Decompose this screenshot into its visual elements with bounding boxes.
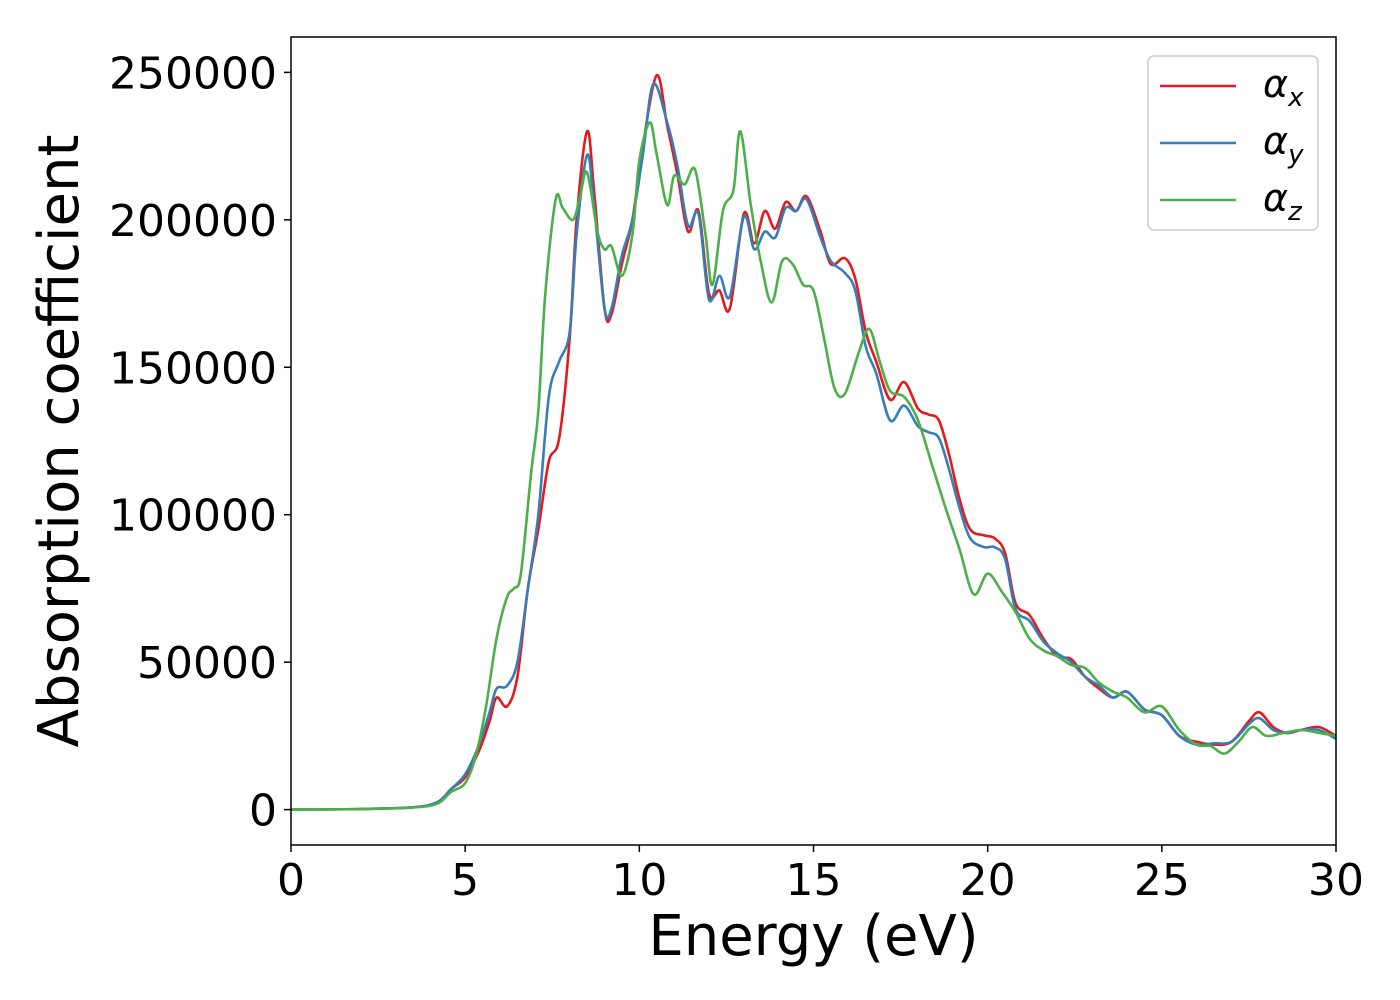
y-axis-label: Absorption coefficient (27, 135, 92, 748)
x-tick-label: 30 (1308, 855, 1364, 906)
legend: αx αy αz (1147, 55, 1319, 231)
plot-lines (290, 73, 1337, 811)
x-tick-label: 10 (611, 855, 667, 906)
y-tick-label: 0 (249, 786, 277, 837)
legend-label-alpha-z: αz (1263, 176, 1303, 227)
y-tick-label: 200000 (109, 196, 277, 247)
series-line-alpha-y (290, 82, 1337, 811)
x-tick-label: 15 (786, 855, 842, 906)
y-tick-label: 100000 (109, 491, 277, 542)
x-axis-ticks: 0 5 10 15 20 25 30 (277, 845, 1364, 906)
legend-label-alpha-x: αx (1263, 62, 1304, 113)
y-tick-label: 250000 (109, 48, 277, 99)
y-tick-label: 50000 (137, 638, 277, 689)
y-axis-ticks: 0 50000 100000 150000 200000 250000 (109, 48, 291, 837)
x-tick-label: 20 (960, 855, 1016, 906)
series-line-alpha-z (290, 121, 1337, 811)
x-tick-label: 0 (277, 855, 305, 906)
x-tick-label: 25 (1134, 855, 1190, 906)
legend-label-alpha-y: αy (1263, 119, 1304, 170)
x-tick-label: 5 (451, 855, 479, 906)
x-axis-label: Energy (eV) (648, 904, 978, 969)
y-tick-label: 150000 (109, 343, 277, 394)
